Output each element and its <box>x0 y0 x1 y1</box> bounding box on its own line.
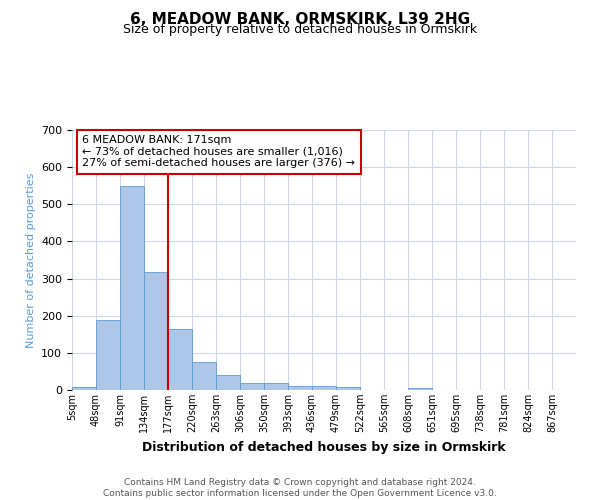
Y-axis label: Number of detached properties: Number of detached properties <box>26 172 35 348</box>
Text: 6 MEADOW BANK: 171sqm
← 73% of detached houses are smaller (1,016)
27% of semi-d: 6 MEADOW BANK: 171sqm ← 73% of detached … <box>82 135 355 168</box>
Bar <box>240 384 264 390</box>
Text: 6, MEADOW BANK, ORMSKIRK, L39 2HG: 6, MEADOW BANK, ORMSKIRK, L39 2HG <box>130 12 470 28</box>
Bar <box>264 384 288 390</box>
Bar <box>312 386 336 390</box>
Bar <box>336 386 360 390</box>
Bar <box>96 320 120 390</box>
Text: Contains HM Land Registry data © Crown copyright and database right 2024.
Contai: Contains HM Land Registry data © Crown c… <box>103 478 497 498</box>
Bar <box>408 388 432 390</box>
Bar <box>216 375 240 390</box>
Bar <box>192 362 216 390</box>
Bar <box>72 387 96 390</box>
Bar <box>120 186 144 390</box>
Bar <box>288 386 312 390</box>
Bar <box>168 328 192 390</box>
Text: Size of property relative to detached houses in Ormskirk: Size of property relative to detached ho… <box>123 22 477 36</box>
Bar <box>144 272 168 390</box>
X-axis label: Distribution of detached houses by size in Ormskirk: Distribution of detached houses by size … <box>142 440 506 454</box>
